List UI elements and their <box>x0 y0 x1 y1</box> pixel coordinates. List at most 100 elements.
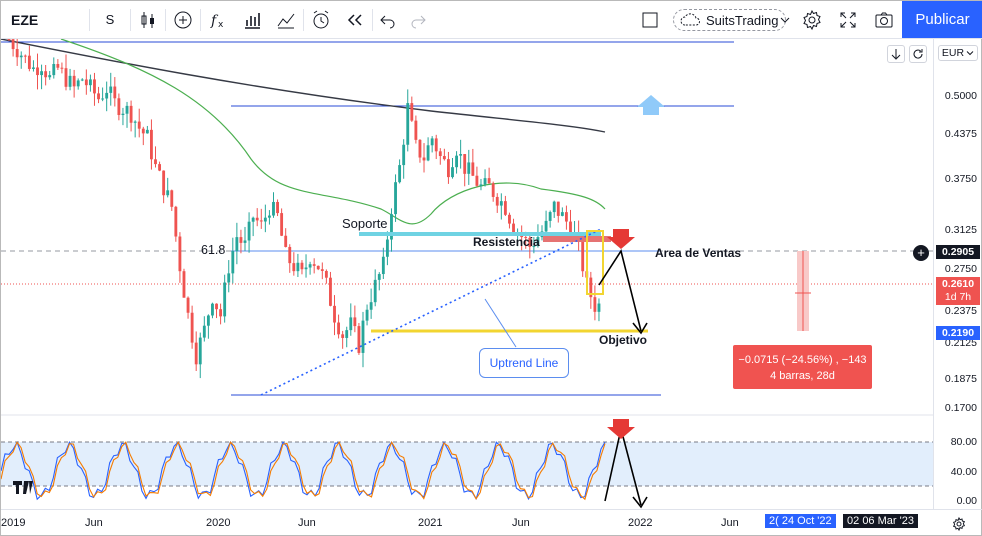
time-label: Jun <box>85 517 103 529</box>
financials-button[interactable] <box>235 1 269 39</box>
bar-chart-icon <box>245 12 260 29</box>
osc-label: 0.00 <box>956 495 977 507</box>
templates-button[interactable] <box>269 1 303 39</box>
sell-arrow-icon <box>607 229 635 249</box>
resistencia-label: Resistencia <box>473 235 540 249</box>
candle-body <box>219 309 223 317</box>
projection-arrowhead <box>632 322 648 335</box>
range-start-tag: 2( 24 Oct '22 <box>765 514 836 528</box>
candle-body <box>487 178 491 184</box>
indicators-compare-button[interactable] <box>166 1 200 39</box>
symbol-search-button[interactable]: EZE <box>1 1 89 39</box>
candle-body <box>198 337 202 365</box>
divider <box>303 8 304 31</box>
replay-button[interactable] <box>338 1 372 39</box>
candle-body <box>276 201 279 214</box>
candle-body <box>64 68 68 87</box>
candle-body <box>438 151 442 157</box>
candle-body <box>11 39 15 50</box>
alert-button[interactable] <box>304 1 338 39</box>
candle-body <box>459 154 463 156</box>
candles-style-button[interactable] <box>131 1 165 39</box>
publish-button[interactable]: Publicar <box>902 1 982 38</box>
candle-body <box>377 274 381 280</box>
candle-body <box>381 256 385 275</box>
candle-body <box>88 79 92 86</box>
divider <box>130 8 131 31</box>
redo-icon <box>411 15 426 28</box>
candle-body <box>267 215 271 218</box>
osc-label: 80.00 <box>950 436 977 448</box>
cloud-icon <box>680 13 700 26</box>
oscillator-band <box>1 442 933 486</box>
layout-dropdown-button[interactable] <box>777 1 793 39</box>
ma200-line <box>1 39 606 133</box>
undo-button[interactable] <box>373 1 403 39</box>
candle-body <box>141 128 145 134</box>
arrow-down-icon <box>891 49 901 60</box>
candle-body <box>194 342 198 365</box>
uptrend-callout[interactable]: Uptrend Line <box>479 348 569 378</box>
price-axis[interactable]: EUR 0.5000 0.4375 0.3750 0.3125 0.2750 0… <box>933 39 982 509</box>
range-end-prefix: 02 <box>847 515 860 527</box>
candle-body <box>158 164 161 171</box>
candle-body <box>7 39 11 41</box>
candle-body <box>329 277 332 306</box>
candle-body <box>215 303 218 310</box>
candle-body <box>206 315 210 326</box>
candle-body <box>552 201 556 213</box>
layout-menu-button[interactable]: SuitsTrading <box>673 9 786 31</box>
soporte-label: Soporte <box>342 216 388 231</box>
osc-label: 40.00 <box>950 466 977 478</box>
interval-button[interactable]: S <box>90 1 130 39</box>
currency-selector[interactable]: EUR <box>938 45 978 61</box>
candle-body <box>125 105 129 114</box>
add-alert-plus-button[interactable]: + <box>913 245 929 261</box>
fullscreen-mode-button[interactable] <box>637 1 663 39</box>
resistance-zone <box>543 236 611 242</box>
candle-body <box>508 214 511 224</box>
svg-text:f: f <box>210 13 219 29</box>
candle-body <box>223 282 227 317</box>
candle-body <box>544 220 548 232</box>
settings-button[interactable] <box>799 1 825 39</box>
candle-body <box>105 92 109 99</box>
candle-body <box>190 312 194 343</box>
reset-scale-button[interactable] <box>909 45 927 63</box>
layout-name: SuitsTrading <box>706 12 779 28</box>
fullscreen-button[interactable] <box>835 1 861 39</box>
axis-settings-button[interactable] <box>949 514 969 534</box>
candle-body <box>512 223 515 235</box>
candle-body <box>231 251 235 274</box>
time-axis[interactable]: 2019 Jun 2020 Jun 2021 Jun 2022 Jun 2( 2… <box>1 509 982 536</box>
redo-button[interactable] <box>403 1 433 39</box>
tradingview-logo[interactable] <box>13 481 33 494</box>
candles-series <box>7 39 601 379</box>
candle-body <box>40 71 44 76</box>
candle-body <box>186 297 190 313</box>
candle-body <box>117 98 121 116</box>
scroll-down-button[interactable] <box>887 45 905 63</box>
candle-body <box>333 305 336 323</box>
candle-body <box>308 264 312 268</box>
square-icon <box>642 12 658 27</box>
candle-body <box>341 334 345 338</box>
uptrend-line <box>260 228 602 396</box>
candle-body <box>418 139 422 158</box>
candle-body <box>524 237 528 239</box>
candle-body <box>263 217 267 222</box>
ma50-line <box>60 39 606 225</box>
candle-body <box>101 98 105 100</box>
candle-body <box>442 156 446 160</box>
snapshot-button[interactable] <box>869 1 899 39</box>
candle-body <box>353 317 357 327</box>
candle-body <box>365 309 369 321</box>
candle-body <box>247 221 251 241</box>
candle-body <box>324 270 328 278</box>
time-label: Jun <box>298 517 316 529</box>
candle-body <box>390 214 393 240</box>
chart-pane[interactable] <box>1 39 933 509</box>
